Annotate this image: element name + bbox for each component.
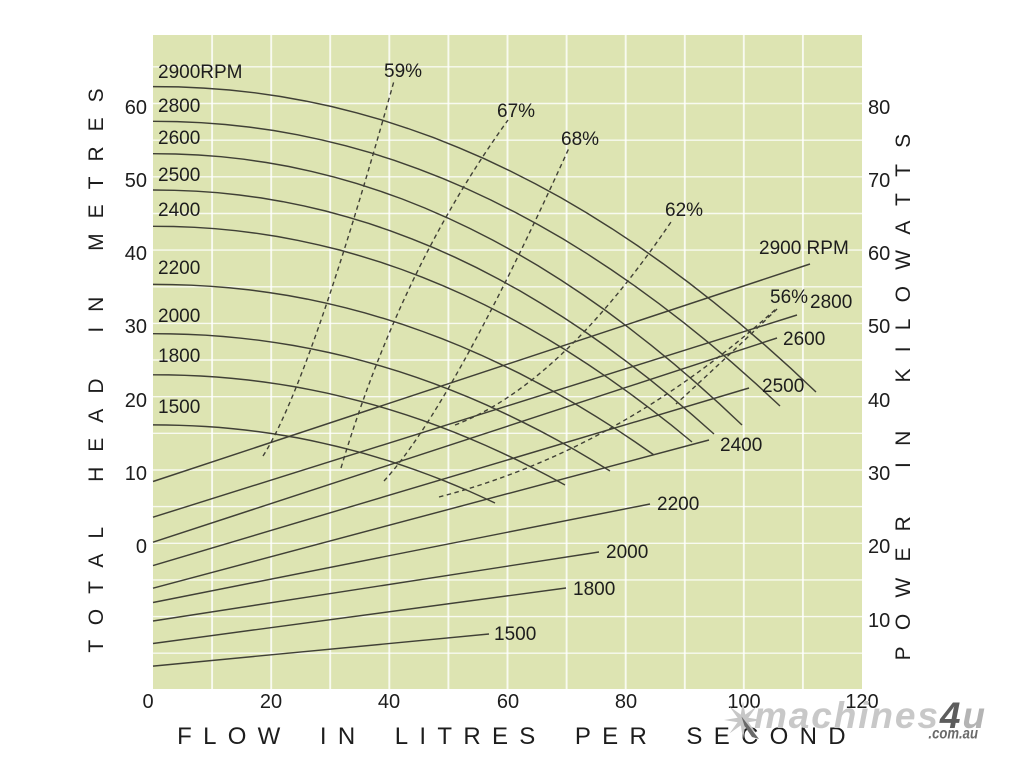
svg-text:56%: 56%	[770, 287, 808, 308]
svg-text:67%: 67%	[497, 101, 535, 122]
svg-text:30: 30	[125, 316, 147, 338]
svg-text:2000: 2000	[158, 306, 200, 327]
svg-text:machines4u: machines4u	[754, 695, 987, 736]
svg-text:120: 120	[845, 691, 878, 713]
svg-text:60: 60	[497, 691, 519, 713]
svg-text:62%: 62%	[665, 200, 703, 221]
svg-text:10: 10	[125, 463, 147, 485]
svg-text:POWER IN KILOWATTS: POWER IN KILOWATTS	[892, 118, 915, 661]
svg-text:50: 50	[868, 316, 890, 338]
svg-text:30: 30	[868, 463, 890, 485]
svg-text:2900RPM: 2900RPM	[158, 62, 243, 83]
svg-text:50: 50	[125, 170, 147, 192]
svg-text:2600: 2600	[158, 128, 200, 149]
svg-text:60: 60	[125, 97, 147, 119]
svg-text:2200: 2200	[657, 494, 699, 515]
svg-text:40: 40	[378, 691, 400, 713]
svg-text:68%: 68%	[561, 129, 599, 150]
svg-text:1800: 1800	[158, 346, 200, 367]
svg-text:20: 20	[260, 691, 282, 713]
svg-text:80: 80	[868, 97, 890, 119]
svg-text:1500: 1500	[158, 397, 200, 418]
svg-text:2800: 2800	[158, 96, 200, 117]
svg-text:40: 40	[125, 243, 147, 265]
svg-text:20: 20	[868, 536, 890, 558]
svg-text:59%: 59%	[384, 61, 422, 82]
svg-text:TOTAL HEAD IN METRES: TOTAL HEAD IN METRES	[85, 73, 108, 652]
svg-text:80: 80	[615, 691, 637, 713]
svg-text:60: 60	[868, 243, 890, 265]
svg-text:100: 100	[727, 691, 760, 713]
svg-text:2400: 2400	[720, 435, 762, 456]
svg-text:0: 0	[142, 691, 153, 713]
svg-text:.com.au: .com.au	[928, 725, 978, 742]
svg-text:1500: 1500	[494, 624, 536, 645]
svg-text:2500: 2500	[762, 376, 804, 397]
svg-text:2000: 2000	[606, 542, 648, 563]
svg-text:2200: 2200	[158, 258, 200, 279]
svg-text:2800: 2800	[810, 292, 852, 313]
svg-text:20: 20	[125, 390, 147, 412]
svg-text:10: 10	[868, 610, 890, 632]
svg-text:2400: 2400	[158, 200, 200, 221]
svg-text:2500: 2500	[158, 165, 200, 186]
svg-text:2900 RPM: 2900 RPM	[759, 238, 849, 259]
svg-text:0: 0	[136, 536, 147, 558]
svg-text:40: 40	[868, 390, 890, 412]
svg-text:70: 70	[868, 170, 890, 192]
svg-text:2600: 2600	[783, 329, 825, 350]
svg-text:1800: 1800	[573, 579, 615, 600]
